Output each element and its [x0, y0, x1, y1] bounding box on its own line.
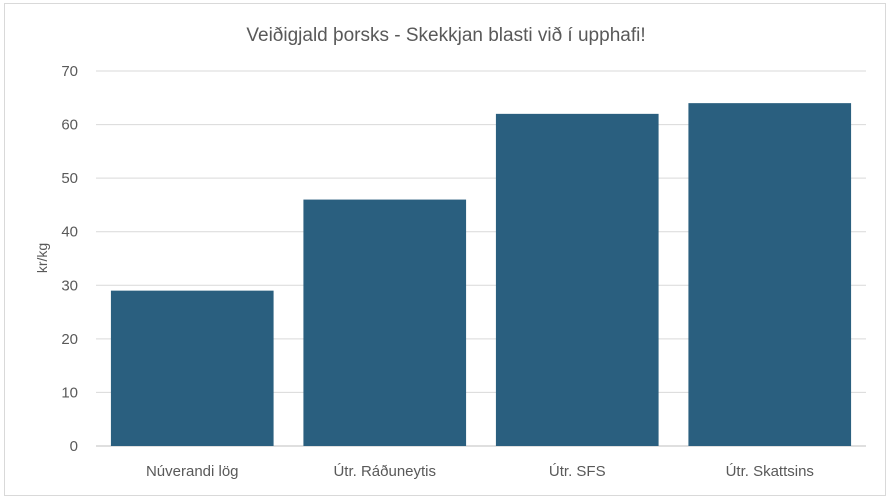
y-tick-label: 70 — [61, 63, 78, 80]
y-tick-label: 10 — [61, 384, 78, 401]
category-label: Núverandi lög — [146, 463, 239, 480]
bar — [688, 103, 852, 447]
bar — [495, 113, 659, 446]
category-labels: Núverandi lög Útr. Ráðuneytis Útr. SFS Útr.… — [146, 463, 814, 480]
category-label: Útr. Ráðuneytis — [333, 463, 436, 480]
bars — [110, 103, 852, 447]
bar — [303, 199, 467, 446]
chart-title: Veiðigjald þorsks - Skekkjan blasti við … — [246, 25, 645, 46]
category-label: Útr. SFS — [549, 463, 606, 480]
y-tick-label: 20 — [61, 331, 78, 348]
y-tick-label: 0 — [70, 438, 78, 455]
y-tick-label: 30 — [61, 277, 78, 294]
y-tick-label: 40 — [61, 224, 78, 241]
category-label: Útr. Skattsins — [726, 463, 814, 480]
y-tick-label: 60 — [61, 117, 78, 134]
bar — [110, 290, 274, 446]
y-axis-label: kr/kg — [34, 243, 50, 273]
y-tick-label: 50 — [61, 170, 78, 187]
y-tick-labels: 0 10 20 30 40 50 60 70 — [61, 63, 78, 455]
